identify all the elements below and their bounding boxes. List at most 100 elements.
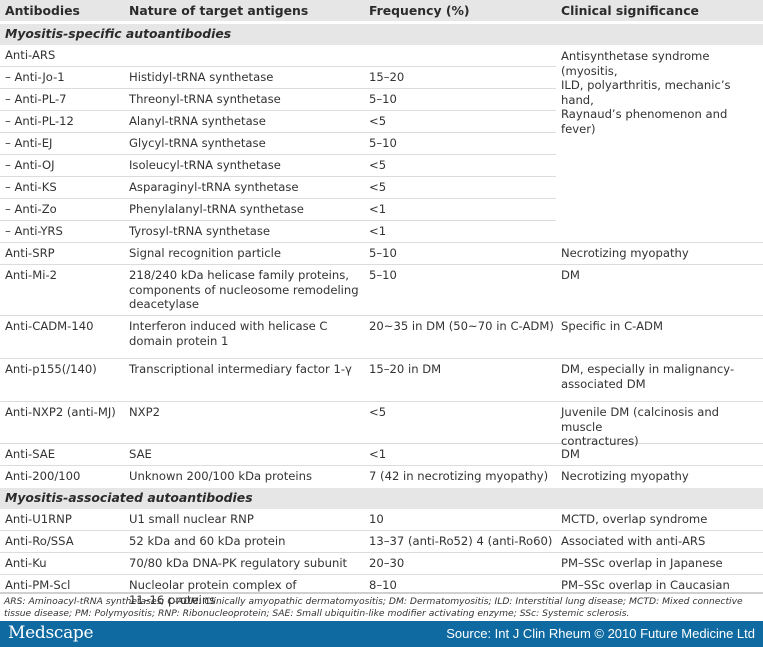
medscape-logo: Medscape bbox=[8, 623, 94, 643]
clinical-cell: DM bbox=[561, 447, 580, 461]
frequency-cell: 5–10 bbox=[369, 246, 397, 260]
antigen-cell: 218/240 kDa helicase family proteins, co… bbox=[129, 268, 359, 311]
source-credit: Source: Int J Clin Rheum © 2010 Future M… bbox=[446, 626, 755, 641]
antigen-cell: Tyrosyl-tRNA synthetase bbox=[129, 224, 271, 238]
table-row: – Anti-KS Asparaginyl-tRNA synthetase <5 bbox=[0, 177, 763, 199]
antibody-cell: – Anti-Jo-1 bbox=[5, 70, 65, 84]
antigen-cell: Histidyl-tRNA synthetase bbox=[129, 70, 274, 84]
antigen-cell: Asparaginyl-tRNA synthetase bbox=[129, 180, 299, 194]
table-row: Anti-U1RNP U1 small nuclear RNP 10 MCTD,… bbox=[0, 509, 763, 531]
header-target-antigens: Nature of target antigens bbox=[129, 3, 309, 18]
table-row: Anti-200/100 Unknown 200/100 kDa protein… bbox=[0, 466, 763, 488]
clinical-cell: Necrotizing myopathy bbox=[561, 469, 689, 483]
frequency-cell: <5 bbox=[369, 405, 387, 419]
antigen-cell: U1 small nuclear RNP bbox=[129, 512, 254, 526]
header-antibodies: Antibodies bbox=[5, 3, 80, 18]
table-row: Anti-CADM-140 Interferon induced with he… bbox=[0, 316, 763, 359]
antibody-cell: – Anti-OJ bbox=[5, 158, 55, 172]
antibody-cell: Anti-NXP2 (anti-MJ) bbox=[5, 405, 116, 419]
clinical-cell: Necrotizing myopathy bbox=[561, 246, 689, 260]
antigen-cell: Threonyl-tRNA synthetase bbox=[129, 92, 281, 106]
antigen-cell: Transcriptional intermediary factor 1-γ bbox=[129, 362, 352, 376]
clinical-cell: Specific in C-ADM bbox=[561, 319, 663, 333]
antibody-cell: Anti-SRP bbox=[5, 246, 55, 260]
antigen-cell: Unknown 200/100 kDa proteins bbox=[129, 469, 313, 483]
antigen-cell: Interferon induced with helicase C domai… bbox=[129, 319, 328, 348]
table-footnote: ARS: Aminoacyl-tRNA synthetases; C-ADM: … bbox=[0, 592, 763, 620]
antigen-cell: Glycyl-tRNA synthetase bbox=[129, 136, 266, 150]
section-header-myositis-associated: Myositis-associated autoantibodies bbox=[0, 488, 763, 509]
frequency-cell: <5 bbox=[369, 114, 387, 128]
antigen-cell: SAE bbox=[129, 447, 152, 461]
antibody-cell: Anti-U1RNP bbox=[5, 512, 72, 526]
antigen-cell: 52 kDa and 60 kDa protein bbox=[129, 534, 286, 548]
table-row: – Anti-Zo Phenylalanyl-tRNA synthetase <… bbox=[0, 199, 763, 221]
footer-bar: Medscape Source: Int J Clin Rheum © 2010… bbox=[0, 621, 763, 647]
frequency-cell: 20~35 in DM (50~70 in C-ADM) bbox=[369, 319, 554, 333]
frequency-cell: 8–10 bbox=[369, 578, 397, 592]
frequency-cell: 5–10 bbox=[369, 268, 397, 282]
antibody-cell: Anti-200/100 bbox=[5, 469, 81, 483]
table-row: Anti-NXP2 (anti-MJ) NXP2 <5 Juvenile DM … bbox=[0, 402, 763, 448]
antibody-cell: Anti-SAE bbox=[5, 447, 56, 461]
antibody-cell: – Anti-PL-12 bbox=[5, 114, 74, 128]
antigen-cell: Signal recognition particle bbox=[129, 246, 281, 260]
clinical-cell: PM–SSc overlap in Japanese bbox=[561, 556, 723, 570]
antibody-cell: – Anti-PL-7 bbox=[5, 92, 67, 106]
table-row: – Anti-EJ Glycyl-tRNA synthetase 5–10 bbox=[0, 133, 763, 155]
frequency-cell bbox=[364, 45, 556, 67]
table-header-row: Antibodies Nature of target antigens Fre… bbox=[0, 0, 763, 24]
frequency-cell: <1 bbox=[369, 202, 387, 216]
table-row: – Anti-PL-12 Alanyl-tRNA synthetase <5 bbox=[0, 111, 763, 133]
table-row: Anti-Ro/SSA 52 kDa and 60 kDa protein 13… bbox=[0, 531, 763, 553]
table-row: – Anti-YRS Tyrosyl-tRNA synthetase <1 bbox=[0, 221, 763, 243]
frequency-cell: 10 bbox=[369, 512, 384, 526]
header-frequency: Frequency (%) bbox=[369, 3, 470, 18]
frequency-cell: <1 bbox=[369, 224, 387, 238]
antigen-cell: Isoleucyl-tRNA synthetase bbox=[129, 158, 281, 172]
clinical-cell: Associated with anti-ARS bbox=[561, 534, 706, 548]
table-row: Anti-Mi-2 218/240 kDa helicase family pr… bbox=[0, 265, 763, 316]
section-header-myositis-specific: Myositis-specific autoantibodies bbox=[0, 24, 763, 45]
antigen-cell: Phenylalanyl-tRNA synthetase bbox=[129, 202, 304, 216]
antibody-cell: – Anti-EJ bbox=[5, 136, 53, 150]
frequency-cell: 13–37 (anti-Ro52) 4 (anti-Ro60) bbox=[369, 534, 553, 548]
frequency-cell: 15–20 bbox=[369, 70, 405, 84]
antibody-cell: – Anti-Zo bbox=[5, 202, 57, 216]
ars-clinical-significance: Antisynthetase syndrome (myositis, ILD, … bbox=[561, 49, 731, 136]
clinical-cell: MCTD, overlap syndrome bbox=[561, 512, 708, 526]
clinical-cell: PM–SSc overlap in Caucasian bbox=[561, 578, 730, 592]
table-row: Anti-Ku 70/80 kDa DNA-PK regulatory subu… bbox=[0, 553, 763, 575]
table-row: – Anti-PL-7 Threonyl-tRNA synthetase 5–1… bbox=[0, 89, 763, 111]
section-title: Myositis-associated autoantibodies bbox=[5, 490, 253, 505]
antibody-cell: Anti-ARS bbox=[5, 48, 56, 62]
antibody-cell: Anti-Ku bbox=[5, 556, 47, 570]
frequency-cell: 7 (42 in necrotizing myopathy) bbox=[369, 469, 549, 483]
frequency-cell: 15–20 in DM bbox=[369, 362, 442, 376]
table-row: Anti-ARS bbox=[0, 45, 763, 67]
section-title: Myositis-specific autoantibodies bbox=[5, 26, 232, 41]
antibody-cell: Anti-Mi-2 bbox=[5, 268, 58, 282]
frequency-cell: <5 bbox=[369, 158, 387, 172]
frequency-cell: <5 bbox=[369, 180, 387, 194]
clinical-cell: DM, especially in malignancy- associated… bbox=[561, 362, 735, 391]
table-row: Anti-PM-Scl Nucleolar protein complex of… bbox=[0, 575, 763, 611]
antigen-cell bbox=[124, 45, 364, 67]
clinical-cell: DM bbox=[561, 268, 580, 282]
table-row: Anti-SAE SAE <1 DM bbox=[0, 444, 763, 466]
antigen-cell: Alanyl-tRNA synthetase bbox=[129, 114, 266, 128]
antibody-cell: – Anti-YRS bbox=[5, 224, 63, 238]
antibody-cell: Anti-Ro/SSA bbox=[5, 534, 74, 548]
antibody-cell: – Anti-KS bbox=[5, 180, 57, 194]
antibody-table: Antibodies Nature of target antigens Fre… bbox=[0, 0, 763, 611]
table-row: – Anti-OJ Isoleucyl-tRNA synthetase <5 bbox=[0, 155, 763, 177]
antibody-cell: Anti-CADM-140 bbox=[5, 319, 94, 333]
clinical-cell: Juvenile DM (calcinosis and muscle contr… bbox=[561, 405, 720, 448]
antigen-cell: NXP2 bbox=[129, 405, 160, 419]
frequency-cell: 5–10 bbox=[369, 136, 397, 150]
table-row: Anti-SRP Signal recognition particle 5–1… bbox=[0, 243, 763, 265]
antibody-cell: Anti-PM-Scl bbox=[5, 578, 71, 592]
frequency-cell: 5–10 bbox=[369, 92, 397, 106]
table-row: Anti-p155(/140) Transcriptional intermed… bbox=[0, 359, 763, 402]
antibody-cell: Anti-p155(/140) bbox=[5, 362, 97, 376]
